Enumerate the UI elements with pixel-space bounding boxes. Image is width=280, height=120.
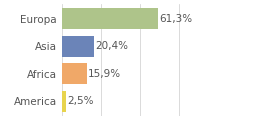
Bar: [62, 91, 66, 112]
Text: 15,9%: 15,9%: [88, 69, 121, 79]
Bar: [62, 36, 94, 57]
Text: 2,5%: 2,5%: [67, 96, 94, 106]
Bar: [62, 8, 158, 29]
Text: 61,3%: 61,3%: [159, 14, 192, 24]
Text: 20,4%: 20,4%: [95, 41, 128, 51]
Bar: [62, 63, 87, 84]
